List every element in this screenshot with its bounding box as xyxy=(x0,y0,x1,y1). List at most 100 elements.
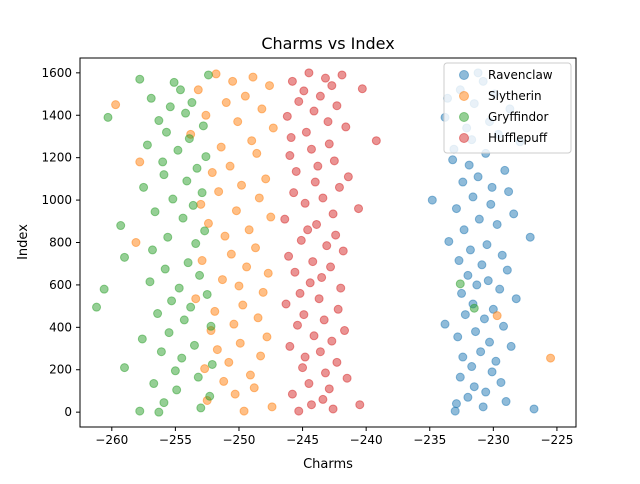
point-ravenclaw-31 xyxy=(444,236,454,246)
point-hufflepuff-18 xyxy=(306,144,316,154)
point-hufflepuff-46 xyxy=(314,294,324,304)
point-slytherin-51 xyxy=(200,364,210,374)
point-gryffindor-0 xyxy=(135,74,145,84)
point-hufflepuff-17 xyxy=(324,139,334,149)
point-hufflepuff-45 xyxy=(295,288,305,298)
point-gryffindor-37 xyxy=(99,284,109,294)
point-gryffindor-6 xyxy=(165,102,175,112)
point-ravenclaw-34 xyxy=(497,250,507,260)
point-slytherin-14 xyxy=(216,142,226,152)
point-ravenclaw-42 xyxy=(457,288,467,298)
point-ravenclaw-68 xyxy=(450,406,460,416)
point-slytherin-52 xyxy=(245,370,255,380)
point-slytherin-24 xyxy=(231,206,241,216)
point-slytherin-42 xyxy=(492,311,502,321)
point-gryffindor-21 xyxy=(197,188,207,198)
point-ravenclaw-66 xyxy=(478,402,488,412)
point-ravenclaw-47 xyxy=(440,319,450,329)
point-hufflepuff-35 xyxy=(296,235,306,245)
point-slytherin-43 xyxy=(229,319,239,329)
point-slytherin-54 xyxy=(249,383,259,393)
y-tick-label: 400 xyxy=(49,320,72,334)
point-gryffindor-15 xyxy=(201,152,211,162)
y-axis-label: Index xyxy=(16,224,31,260)
point-ravenclaw-43 xyxy=(511,294,521,304)
point-slytherin-34 xyxy=(263,268,273,278)
y-axis: 0 200 400 600 800 1000 1200 1400 1600 xyxy=(41,66,80,419)
point-ravenclaw-19 xyxy=(458,177,468,187)
point-slytherin-0 xyxy=(211,69,221,79)
point-hufflepuff-47 xyxy=(281,299,291,309)
point-gryffindor-57 xyxy=(159,398,169,408)
x-tick-label: −230 xyxy=(477,433,510,447)
point-gryffindor-8 xyxy=(181,108,191,118)
point-gryffindor-28 xyxy=(163,232,173,242)
point-hufflepuff-22 xyxy=(291,166,301,176)
point-gryffindor-44 xyxy=(206,321,216,331)
point-gryffindor-55 xyxy=(172,385,182,395)
point-gryffindor-17 xyxy=(192,163,202,173)
point-hufflepuff-40 xyxy=(326,262,336,272)
point-hufflepuff-19 xyxy=(285,151,295,161)
point-gryffindor-18 xyxy=(159,170,169,180)
point-hufflepuff-8 xyxy=(294,96,304,106)
point-hufflepuff-7 xyxy=(315,91,325,101)
point-gryffindor-1 xyxy=(169,77,179,87)
point-ravenclaw-40 xyxy=(472,280,482,290)
legend: Ravenclaw Slytherin Gryffindor Hufflepuff xyxy=(443,62,572,154)
point-gryffindor-39 xyxy=(167,296,177,306)
point-hufflepuff-39 xyxy=(308,257,318,267)
y-tick-label: 600 xyxy=(49,278,72,292)
point-hufflepuff-44 xyxy=(336,283,346,293)
point-gryffindor-14 xyxy=(173,145,183,155)
point-hufflepuff-11 xyxy=(282,111,292,121)
point-ravenclaw-61 xyxy=(469,382,479,392)
point-gryffindor-32 xyxy=(183,258,193,268)
point-hufflepuff-36 xyxy=(322,241,332,251)
point-gryffindor-49 xyxy=(177,353,187,363)
point-gryffindor-26 xyxy=(116,221,126,231)
point-hufflepuff-64 xyxy=(287,389,297,399)
point-hufflepuff-4 xyxy=(327,81,337,91)
point-hufflepuff-32 xyxy=(312,219,322,229)
point-hufflepuff-33 xyxy=(303,225,313,235)
point-slytherin-21 xyxy=(214,187,224,197)
point-slytherin-41 xyxy=(253,313,263,323)
point-slytherin-7 xyxy=(111,100,121,110)
point-gryffindor-13 xyxy=(142,140,152,150)
x-tick-label: −250 xyxy=(222,433,255,447)
point-slytherin-13 xyxy=(247,136,257,146)
point-slytherin-2 xyxy=(228,76,238,86)
point-slytherin-29 xyxy=(131,238,141,247)
point-ravenclaw-26 xyxy=(509,209,519,219)
point-gryffindor-60 xyxy=(154,407,164,417)
point-ravenclaw-33 xyxy=(465,245,475,255)
point-gryffindor-11 xyxy=(161,127,171,137)
point-hufflepuff-25 xyxy=(334,182,344,192)
point-slytherin-31 xyxy=(226,249,236,259)
point-gryffindor-33 xyxy=(160,264,170,274)
point-hufflepuff-49 xyxy=(299,310,309,320)
legend-marker-gryffindor xyxy=(459,112,469,122)
point-slytherin-45 xyxy=(262,332,272,342)
point-gryffindor-25 xyxy=(178,213,188,223)
point-hufflepuff-13 xyxy=(341,122,351,132)
point-ravenclaw-39 xyxy=(483,276,493,286)
point-slytherin-57 xyxy=(267,402,277,412)
point-hufflepuff-57 xyxy=(300,352,310,362)
point-ravenclaw-32 xyxy=(482,240,492,250)
point-ravenclaw-15 xyxy=(448,155,458,165)
point-ravenclaw-16 xyxy=(464,160,474,170)
point-ravenclaw-67 xyxy=(529,404,539,414)
point-gryffindor-42 xyxy=(153,309,163,319)
point-hufflepuff-34 xyxy=(331,230,341,240)
point-slytherin-50 xyxy=(224,357,234,367)
legend-marker-slytherin xyxy=(459,91,469,101)
point-slytherin-16 xyxy=(135,157,145,167)
point-hufflepuff-59 xyxy=(298,363,308,373)
legend-label-slytherin: Slytherin xyxy=(488,89,542,103)
x-tick-label: −235 xyxy=(413,433,446,447)
series-gryffindor xyxy=(92,70,479,417)
point-ravenclaw-28 xyxy=(492,219,502,229)
